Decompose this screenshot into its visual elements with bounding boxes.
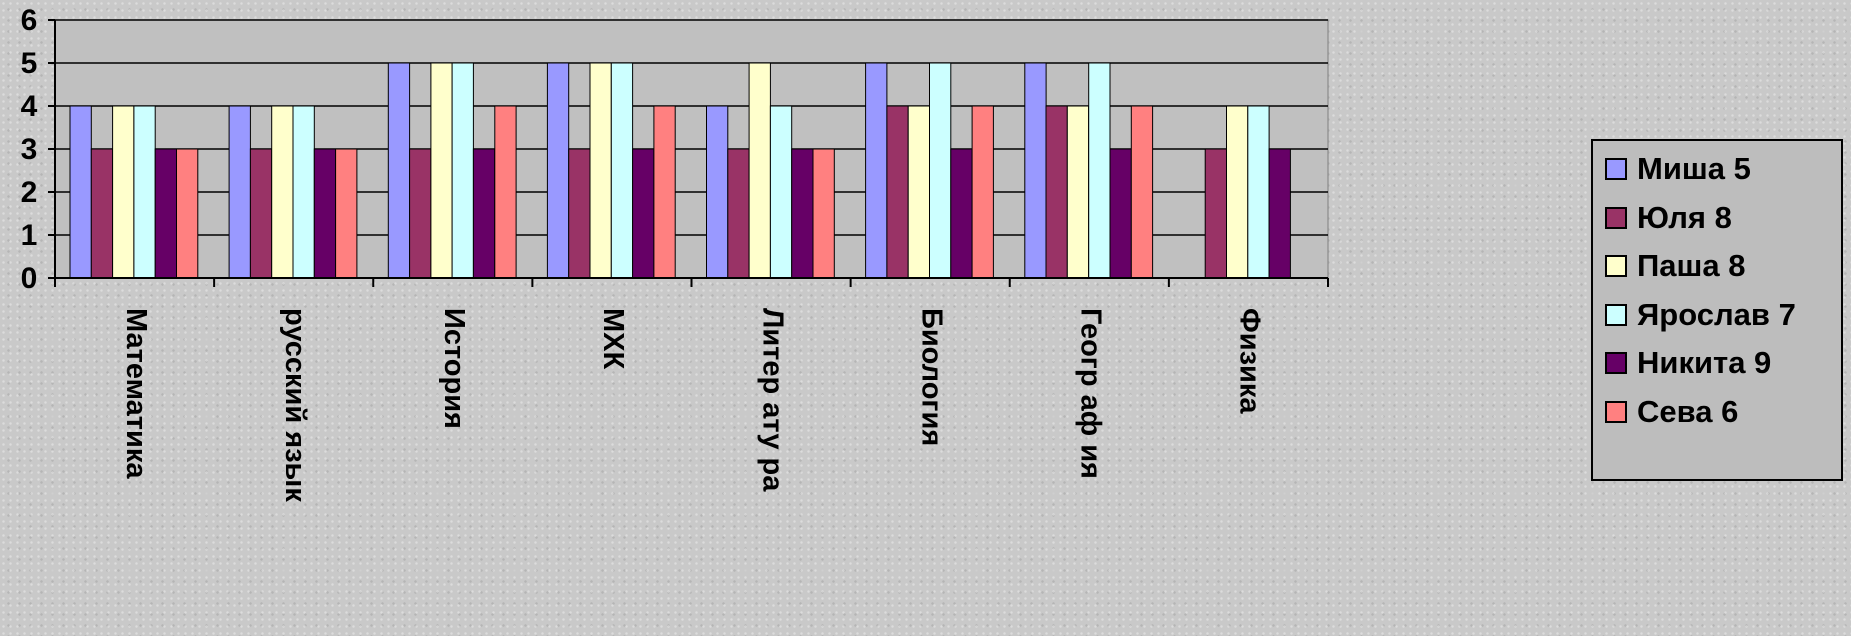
bar [133,105,156,279]
y-tick-label: 2 [21,176,38,209]
axes [48,19,1329,287]
y-tick-label: 4 [21,90,38,123]
legend-item: Миша 5 [1605,149,1751,189]
bar [812,148,835,279]
legend-label: Сева 6 [1637,393,1739,429]
bar [748,62,771,279]
bar [292,105,315,279]
bar [1226,105,1249,279]
bar [1130,105,1154,279]
legend: Миша 5 Юля 8 Паша 8 Ярослав 7 Никита 9 Сева 6 [1591,139,1843,481]
y-tick-label: 0 [21,262,38,295]
bar [1268,148,1291,279]
category-labels: Математика русский язык История МХК Литер ат… [120,308,1266,502]
bar [90,148,114,279]
bar [387,62,411,279]
y-tick-label: 1 [21,219,38,252]
bar [706,105,729,279]
legend-item: Юля 8 [1605,198,1732,238]
legend-label: Никита 9 [1637,345,1772,380]
legend-label: Миша 5 [1637,151,1751,186]
y-tick-label: 6 [21,4,38,37]
legend-swatch [1605,255,1627,277]
bar [727,148,750,279]
bars [69,62,1291,279]
category-label: Биология [916,308,948,446]
bar [865,62,888,279]
bar [249,148,273,279]
bar [69,105,92,279]
legend-swatch [1605,400,1627,423]
bar [886,105,909,279]
bar [271,105,294,279]
bar [589,62,612,279]
bar [430,62,453,279]
bar [1088,62,1111,279]
category-label: История [438,308,470,429]
bar [546,62,570,279]
legend-swatch [1605,352,1627,374]
bar [610,62,634,279]
bar [1247,105,1270,279]
category-label: Математика [120,308,152,479]
legend-swatch [1605,158,1627,180]
bar [929,62,952,279]
y-tick-label: 5 [21,47,38,80]
bar [791,148,814,279]
bar [1109,148,1132,279]
bar [313,148,337,279]
bar [176,148,199,279]
legend-item: Паша 8 [1605,246,1745,286]
legend-swatch [1605,303,1627,326]
legend-swatch [1605,206,1627,229]
bar [472,148,496,279]
y-tick-label: 3 [21,133,38,166]
bar [971,105,994,279]
bar [154,148,177,279]
bar [112,105,135,279]
category-label: Физика [1234,308,1266,414]
bar [568,148,591,279]
bar [1045,105,1068,279]
bar [494,105,517,279]
legend-label: Юля 8 [1637,199,1732,235]
bar [335,148,358,279]
bar [769,105,793,279]
bar [1024,62,1047,279]
legend-label: Ярослав 7 [1637,296,1796,332]
bar [950,148,973,279]
category-label: Геогр аф ия [1075,308,1107,479]
category-label: МХК [597,308,629,370]
bar [409,148,432,279]
bar [632,148,655,279]
legend-label: Паша 8 [1637,248,1746,283]
bar [228,105,251,279]
category-label: Литер ату ра [756,308,788,492]
bar [1066,105,1090,279]
legend-item: Никита 9 [1605,343,1771,383]
legend-item: Сева 6 [1605,392,1738,432]
bar [451,62,474,279]
bar [907,105,931,279]
bar [653,105,676,279]
bar [1204,148,1227,279]
category-label: русский язык [279,308,311,502]
y-tick-labels: 0 1 2 3 4 5 6 [21,4,38,295]
legend-item: Ярослав 7 [1605,295,1796,335]
